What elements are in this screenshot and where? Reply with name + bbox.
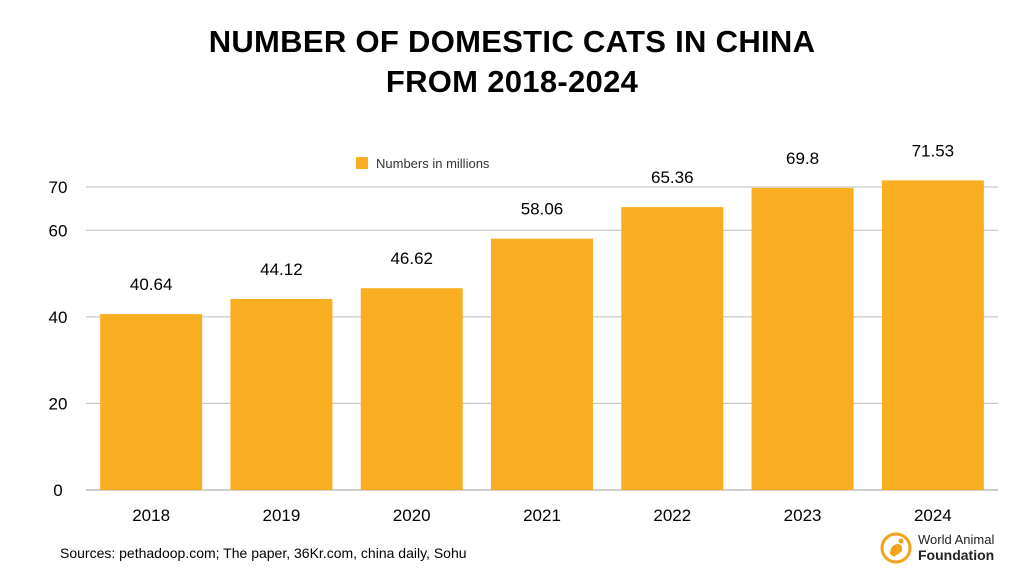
bar-2024	[881, 180, 984, 490]
x-tick-label-2018: 2018	[132, 506, 170, 525]
value-label-2020: 46.62	[390, 249, 433, 268]
sources-note: Sources: pethadoop.com; The paper, 36Kr.…	[60, 545, 467, 561]
logo-text-foundation: Foundation	[918, 547, 995, 563]
bar-2022	[621, 207, 724, 490]
value-label-2023: 69.8	[786, 149, 819, 168]
paw-logo-icon	[880, 532, 912, 564]
chart-title-line-2: FROM 2018-2024	[385, 64, 639, 99]
bar-2021	[491, 238, 593, 490]
y-tick-label-60: 60	[49, 221, 68, 240]
y-tick-label-0: 0	[53, 481, 62, 500]
value-label-2019: 44.12	[260, 260, 303, 279]
value-label-2018: 40.64	[130, 275, 173, 294]
x-tick-label-2023: 2023	[784, 506, 822, 525]
bar-2023	[751, 187, 854, 490]
bar-2019	[230, 299, 333, 490]
x-tick-label-2020: 2020	[393, 506, 431, 525]
value-label-2021: 58.06	[521, 200, 564, 219]
x-tick-label-2022: 2022	[653, 506, 691, 525]
bar-2020	[360, 288, 463, 490]
chart-title-line-1: NUMBER OF DOMESTIC CATS IN CHINA	[208, 24, 816, 59]
y-tick-label-70: 70	[49, 178, 68, 197]
world-animal-foundation-logo: World Animal Foundation	[880, 528, 1020, 568]
legend-swatch	[356, 157, 368, 169]
value-label-2024: 71.53	[912, 141, 955, 160]
legend-label: Numbers in millions	[376, 156, 490, 171]
y-tick-label-40: 40	[49, 308, 68, 327]
value-label-2022: 65.36	[651, 168, 694, 187]
x-tick-label-2021: 2021	[523, 506, 561, 525]
logo-text-world-animal: World Animal	[918, 532, 995, 547]
x-tick-label-2024: 2024	[914, 506, 952, 525]
y-tick-label-20: 20	[49, 394, 68, 413]
bar-2018	[100, 314, 203, 490]
x-tick-label-2019: 2019	[263, 506, 301, 525]
